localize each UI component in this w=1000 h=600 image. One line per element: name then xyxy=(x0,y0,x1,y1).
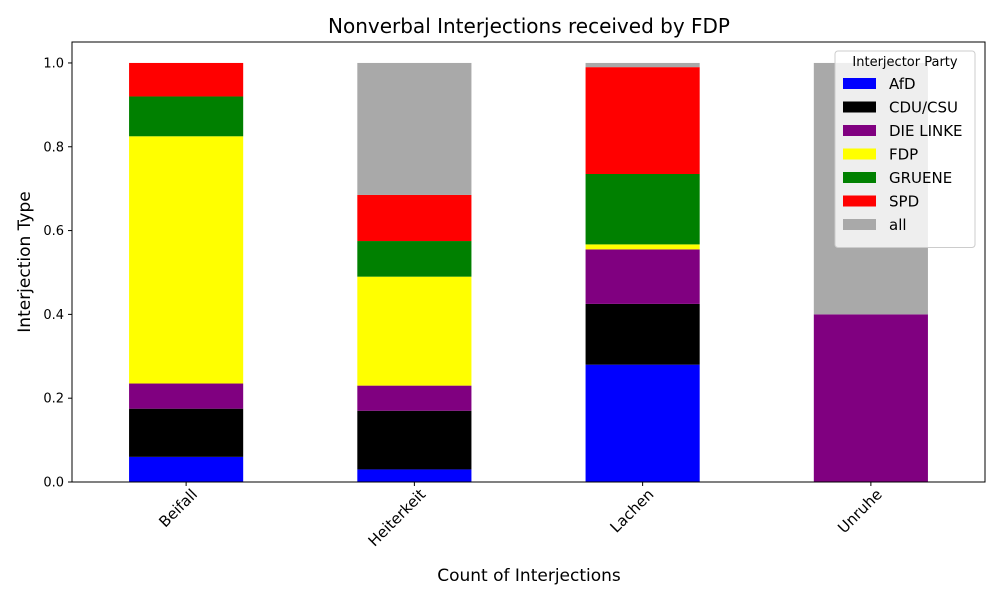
bar-heiterkeit-afd xyxy=(357,469,472,482)
y-tick-label: 0.2 xyxy=(43,392,64,407)
bar-beifall-cdu-csu xyxy=(129,408,244,457)
bar-lachen-spd xyxy=(585,67,700,174)
bar-lachen-afd xyxy=(585,364,700,482)
legend-swatch-fdp xyxy=(843,148,876,160)
bars-layer xyxy=(129,62,928,482)
bar-heiterkeit-spd xyxy=(357,194,472,242)
bar-unruhe-die-linke xyxy=(813,314,928,482)
x-tick-label: Beifall xyxy=(155,485,201,531)
legend-swatch-spd xyxy=(843,195,876,207)
y-axis-label: Interjection Type xyxy=(15,191,35,332)
legend-label: GRUENE xyxy=(889,169,952,187)
y-tick-label: 0.8 xyxy=(43,140,64,155)
bar-heiterkeit-cdu-csu xyxy=(357,410,472,470)
y-tick-label: 1.0 xyxy=(43,56,64,71)
bar-beifall-gruene xyxy=(129,96,244,137)
plot-frame xyxy=(71,41,986,483)
x-tick-label: Heiterkeit xyxy=(365,485,430,550)
legend-label: DIE LINKE xyxy=(889,122,963,140)
bar-beifall-afd xyxy=(129,456,244,482)
y-axis: 0.0 0.2 0.4 0.6 0.8 1.0 xyxy=(43,56,72,491)
legend-label: AfD xyxy=(889,75,916,93)
bar-beifall-fdp xyxy=(129,136,244,384)
x-axis-label: Count of Interjections xyxy=(437,566,621,586)
legend-label: all xyxy=(889,216,907,234)
legend-label: SPD xyxy=(889,193,919,211)
x-axis: Beifall Heiterkeit Lachen Unruhe xyxy=(155,482,886,550)
y-tick-label: 0.6 xyxy=(43,224,64,239)
x-tick-label: Unruhe xyxy=(834,485,886,537)
bar-lachen-fdp xyxy=(585,244,700,250)
legend-swatch-die-linke xyxy=(843,125,876,136)
bar-heiterkeit-fdp xyxy=(357,276,472,386)
bar-lachen-all xyxy=(585,62,700,68)
bar-lachen-gruene xyxy=(585,174,700,245)
legend-swatch-all xyxy=(843,219,876,230)
bar-lachen-die-linke xyxy=(585,249,700,304)
chart-title: Nonverbal Interjections received by FDP xyxy=(328,14,730,38)
y-tick-label: 0.4 xyxy=(43,308,64,323)
bar-heiterkeit-gruene xyxy=(357,241,472,277)
x-tick-label: Lachen xyxy=(607,485,658,536)
legend-title: Interjector Party xyxy=(852,55,957,70)
y-tick-label: 0.0 xyxy=(43,476,64,491)
bar-heiterkeit-all xyxy=(357,62,472,195)
bar-beifall-die-linke xyxy=(129,383,244,409)
bar-lachen-cdu-csu xyxy=(585,303,700,365)
legend-label: FDP xyxy=(889,146,918,164)
bar-beifall-spd xyxy=(129,62,244,97)
legend-swatch-cdu-csu xyxy=(843,101,876,113)
legend-swatch-afd xyxy=(843,78,876,89)
legend: Interjector Party AfD CDU/CSU DIE LINKE FDP G… xyxy=(834,50,976,248)
legend-swatch-gruene xyxy=(843,172,876,183)
bar-heiterkeit-die-linke xyxy=(357,385,472,411)
legend-label: CDU/CSU xyxy=(889,99,958,117)
